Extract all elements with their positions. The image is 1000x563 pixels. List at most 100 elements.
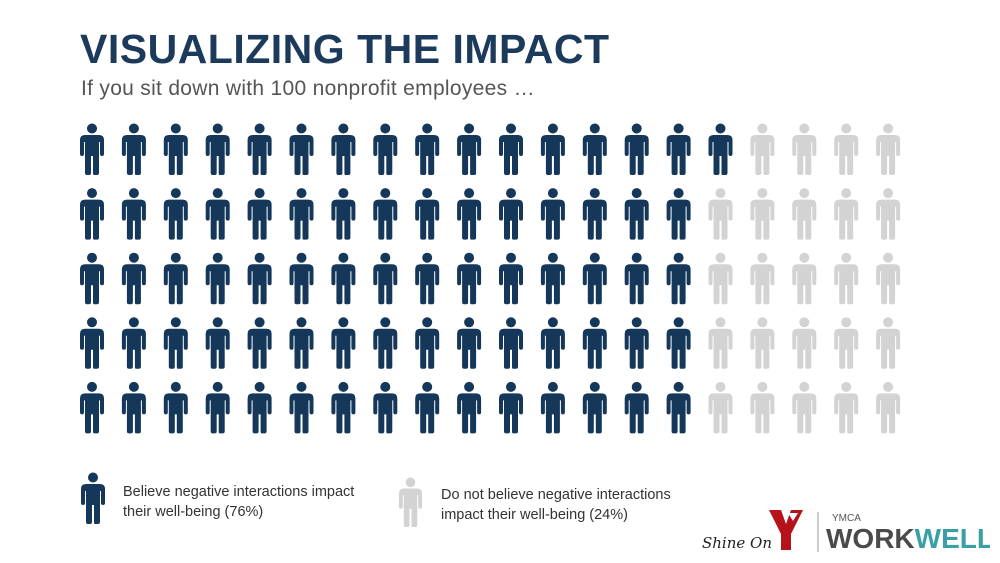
person-icon-not-believe [834,188,859,240]
person-icon-believe [331,123,356,175]
person-icon-believe [163,252,188,305]
legend-label-not-believe: Do not believe negative interactions imp… [441,485,671,525]
person-icon-believe [289,123,314,175]
person-icon-believe [582,317,607,369]
person-icon-believe [373,252,398,305]
person-icon-believe [708,123,733,175]
person-icon-believe [540,123,565,175]
person-icon-believe [331,252,356,305]
person-icon-believe [289,188,314,240]
ymca-y-icon [769,510,803,550]
legend-label-line: their well-being (76%) [123,504,264,520]
person-icon-believe [540,188,565,240]
person-icon-not-believe [750,123,775,175]
person-icon-believe [247,123,272,175]
person-icon-believe [121,317,146,369]
logo-work: WORKWELL [826,523,990,554]
person-icon-believe [289,252,314,305]
subtitle: If you sit down with 100 nonprofit emplo… [81,77,535,100]
person-icon-believe [624,123,649,175]
person-icon-not-believe [876,252,901,305]
person-icon-not-believe [792,381,817,434]
person-icon-believe [624,381,649,434]
person-icon-believe [373,123,398,175]
legend-person-icon-light [398,477,423,527]
person-icon-believe [540,381,565,434]
person-icon-believe [666,188,691,240]
person-icon-believe [289,317,314,369]
person-icon-believe [205,317,230,369]
person-icon-not-believe [876,381,901,434]
person-icon-believe [457,252,482,305]
person-icon-believe [80,317,104,369]
person-icon-believe [624,252,649,305]
person-icon-believe [163,123,188,175]
person-icon-not-believe [750,252,775,305]
person-icon-not-believe [834,381,859,434]
person-icon-not-believe [834,252,859,305]
person-icon-believe [457,188,482,240]
person-icon-believe [499,188,523,240]
person-icon-believe [121,252,146,305]
person-icon-believe [582,188,607,240]
person-icon-believe [163,381,188,434]
person-icon-believe [499,123,523,175]
person-icon-believe [80,123,104,175]
person-icon-believe [582,252,607,305]
page-title: VISUALIZING THE IMPACT [80,26,610,72]
person-icon-believe [80,188,104,240]
person-icon-believe [415,317,440,369]
person-icon-believe [247,381,272,434]
person-icon-believe [247,188,272,240]
pictogram-grid [80,123,901,434]
legend-label-line: impact their well-being (24%) [441,507,628,523]
person-icon-not-believe [750,317,775,369]
person-icon-not-believe [708,317,733,369]
person-icon-believe [205,188,230,240]
person-icon-not-believe [750,188,775,240]
person-icon-believe [331,188,356,240]
person-icon-believe [289,381,314,434]
person-icon-believe [415,252,440,305]
person-icon-believe [121,123,146,175]
legend-person-icon-dark [81,472,105,524]
person-icon-believe [540,317,565,369]
person-icon-believe [499,381,523,434]
person-icon-believe [666,381,691,434]
person-icon-not-believe [792,317,817,369]
person-icon-believe [666,123,691,175]
person-icon-not-believe [792,123,817,175]
person-icon-believe [121,188,146,240]
person-icon-believe [457,123,482,175]
person-icon-believe [666,317,691,369]
person-icon-not-believe [876,317,901,369]
person-icon-not-believe [708,381,733,434]
person-icon-believe [80,381,104,434]
person-icon-believe [247,252,272,305]
person-icon-not-believe [834,123,859,175]
person-icon-believe [415,123,440,175]
person-icon-believe [80,252,104,305]
person-icon-believe [121,381,146,434]
legend-label-line: Do not believe negative interactions [441,487,671,503]
person-icon-believe [582,123,607,175]
person-icon-not-believe [750,381,775,434]
logo-ymca: YMCA [832,513,861,524]
person-icon-believe [499,252,523,305]
person-icon-believe [457,317,482,369]
legend-label-line: Believe negative interactions impact [123,484,355,500]
person-icon-believe [247,317,272,369]
person-icon-believe [457,381,482,434]
person-icon-believe [624,188,649,240]
person-icon-believe [205,123,230,175]
person-icon-not-believe [792,188,817,240]
person-icon-not-believe [792,252,817,305]
person-icon-believe [582,381,607,434]
person-icon-believe [331,381,356,434]
legend-label-believe: Believe negative interactions impact the… [123,482,354,522]
person-icon-believe [331,317,356,369]
person-icon-believe [373,317,398,369]
ymca-workwell-logo: Shine On YMCA WORKWELL [702,510,990,554]
person-icon-not-believe [876,123,901,175]
